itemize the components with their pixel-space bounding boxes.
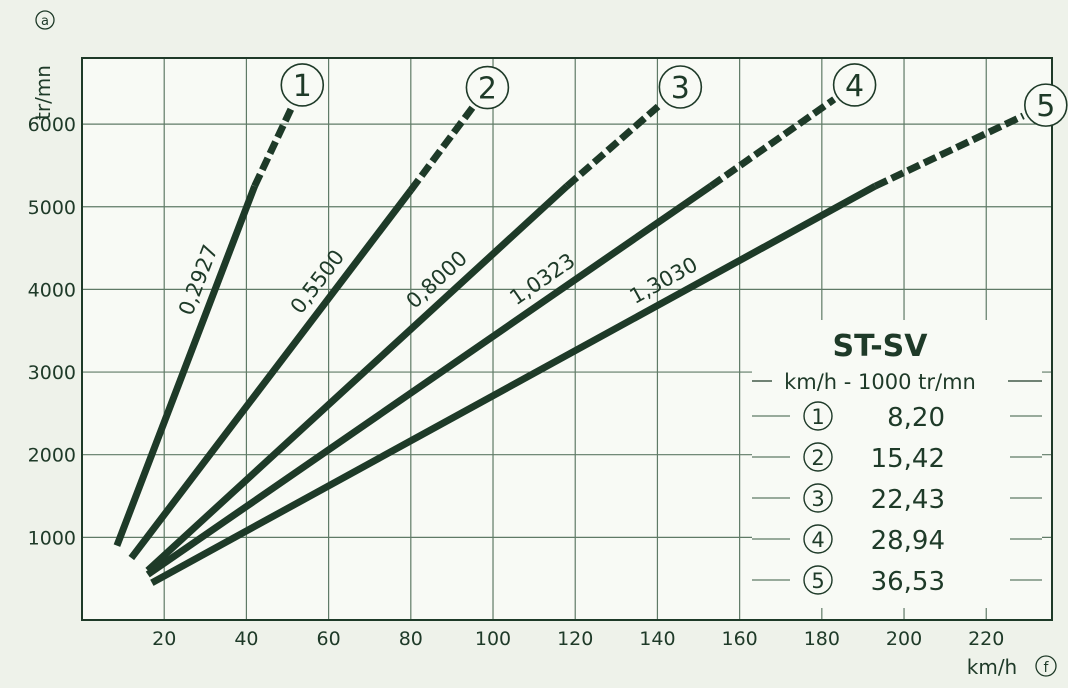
legend-number: 1 xyxy=(811,405,824,429)
gear-number-label: 4 xyxy=(845,69,864,104)
x-tick-label: 160 xyxy=(721,628,757,650)
series-line-dashed xyxy=(708,96,837,189)
series-line-solid xyxy=(145,183,713,578)
legend-rows: 1 8,20 2 15,42 3 22,43 4 28,94 5 36,53 xyxy=(752,380,1042,599)
gear-number-circle xyxy=(280,63,325,107)
axes: 20 40 60 80 100 120 140 160 180 200 220 1000 2000 300… xyxy=(28,57,1053,650)
x-tick-label: 100 xyxy=(475,628,511,650)
legend-number-circle xyxy=(803,483,833,513)
x-axis-mark-circle xyxy=(1035,655,1057,677)
gear-number-circle xyxy=(832,63,877,107)
x-axis-mark: f xyxy=(1044,660,1050,676)
x-tick-label: 180 xyxy=(804,628,840,650)
legend-number-circle xyxy=(803,524,833,554)
gear-number-label: 5 xyxy=(1036,89,1055,124)
x-tick-label: 80 xyxy=(399,628,423,650)
legend: ST-SV km/h - 1000 tr/mn 1 8,20 2 15,42 3 22,4… xyxy=(752,320,1042,608)
legend-row-background xyxy=(790,561,1010,599)
legend-number: 5 xyxy=(811,569,824,593)
gear-number-label: 2 xyxy=(478,72,497,107)
y-tick-label: 5000 xyxy=(28,197,76,219)
x-tick-label: 120 xyxy=(557,628,593,650)
x-tick-label: 20 xyxy=(152,628,176,650)
series-line-solid xyxy=(145,183,570,573)
plot-frame xyxy=(81,57,1053,621)
series-line-dashed xyxy=(873,112,1025,190)
legend-row-background xyxy=(790,438,1010,476)
legend-subtitle: km/h - 1000 tr/mn xyxy=(784,370,976,394)
y-tick-label: 2000 xyxy=(28,445,76,467)
legend-number: 3 xyxy=(811,487,824,511)
gear-number-label: 3 xyxy=(671,71,690,106)
y-tick-label: 1000 xyxy=(28,527,76,549)
legend-value: 28,94 xyxy=(871,526,945,556)
y-axis-mark: a xyxy=(41,14,49,29)
legend-number: 2 xyxy=(811,446,824,470)
series-line-dashed xyxy=(564,100,664,189)
series-line-dashed xyxy=(251,106,295,188)
legend-value: 15,42 xyxy=(871,444,945,474)
legend-value: 22,43 xyxy=(871,485,945,515)
legend-number-circle xyxy=(803,442,833,472)
x-axis-label: km/h xyxy=(967,655,1017,679)
y-axis-mark-circle xyxy=(35,10,55,30)
gear-number-circle xyxy=(658,65,703,109)
x-tick-label: 200 xyxy=(886,628,922,650)
x-tick-label: 140 xyxy=(639,628,675,650)
legend-number-circle xyxy=(803,565,833,595)
legend-value: 36,53 xyxy=(871,567,945,597)
x-tick-label: 60 xyxy=(317,628,341,650)
legend-number-circle xyxy=(803,401,833,431)
series-line-solid xyxy=(128,188,414,561)
gear-number-circle xyxy=(465,65,510,110)
legend-row-background xyxy=(790,397,1010,435)
y-axis-label: tr/mn xyxy=(31,65,55,120)
legend-value: 8,20 xyxy=(887,403,945,433)
y-tick-label: 3000 xyxy=(28,362,76,384)
legend-row-background xyxy=(790,479,1010,517)
gear-number-label: 1 xyxy=(293,69,312,104)
gear-number-circle xyxy=(1024,83,1068,127)
x-tick-label: 40 xyxy=(234,628,258,650)
legend-row-background xyxy=(790,520,1010,558)
y-tick-label: 6000 xyxy=(28,114,76,136)
legend-title: ST-SV xyxy=(833,329,929,364)
series-line-solid xyxy=(113,184,258,547)
legend-number: 4 xyxy=(811,528,824,552)
series-line-solid xyxy=(150,183,877,586)
y-tick-label: 4000 xyxy=(28,279,76,301)
x-tick-label: 220 xyxy=(968,628,1004,650)
